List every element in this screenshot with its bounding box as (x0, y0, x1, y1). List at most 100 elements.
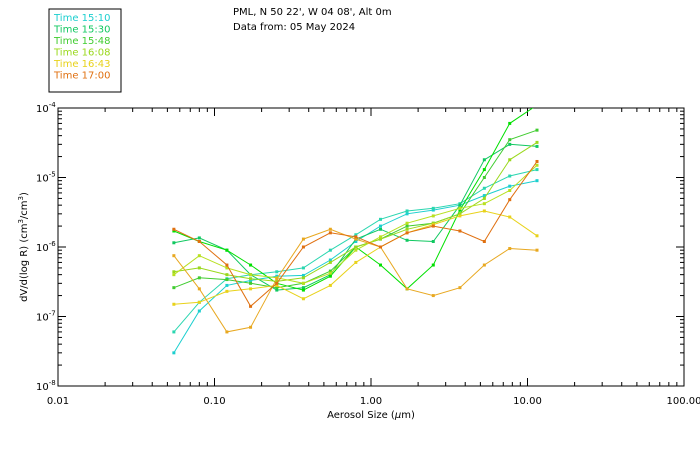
data-point (301, 273, 305, 277)
data-point (249, 287, 253, 291)
data-point (354, 248, 358, 252)
data-point (328, 227, 332, 231)
data-point (482, 194, 486, 198)
data-point (301, 297, 305, 301)
data-point (328, 248, 332, 252)
data-point (225, 289, 229, 293)
data-point (275, 283, 279, 287)
data-point (508, 184, 512, 188)
data-point (301, 276, 305, 280)
y-axis-title: dV/d(log R) (cm3/cm3) (17, 192, 30, 302)
data-point (378, 224, 382, 228)
data-point (197, 287, 201, 291)
data-point (405, 287, 409, 291)
y-axis-title-exp-2: 3 (17, 196, 25, 200)
series-time-17-00 (172, 159, 539, 308)
data-point (301, 286, 305, 290)
data-point (378, 245, 382, 249)
data-point (225, 273, 229, 277)
data-point (249, 273, 253, 277)
data-point (225, 283, 229, 287)
data-point (225, 248, 229, 252)
data-point (172, 227, 176, 231)
data-point (275, 274, 279, 278)
data-point (535, 144, 539, 148)
x-axis-title-mu: μ (394, 410, 401, 421)
data-point (535, 159, 539, 163)
data-point (354, 239, 358, 243)
data-point (249, 281, 253, 285)
x-tick-label: 0.01 (47, 396, 69, 407)
y-axis-title-suffix: ) (19, 192, 30, 196)
data-point (508, 138, 512, 142)
legend-entry: Time 15:30 (53, 25, 110, 36)
data-point (482, 158, 486, 162)
y-tick-label: 10-6 (36, 240, 56, 254)
data-point (328, 274, 332, 278)
data-point (172, 270, 176, 274)
data-point (275, 288, 279, 292)
data-point (482, 202, 486, 206)
data-point (482, 168, 486, 172)
data-point (482, 209, 486, 213)
axis-tick-labels: 0.01 0.10 1.00 10.00 100.0010-810-710-610-51… (36, 101, 700, 407)
data-point (508, 215, 512, 219)
data-point (328, 258, 332, 262)
data-point (458, 212, 462, 216)
data-point (405, 212, 409, 216)
legend-entry: Time 16:43 (53, 59, 110, 70)
y-tick-label-base: 10 (36, 174, 49, 185)
data-point (482, 176, 486, 179)
data-point (172, 302, 176, 306)
x-axis-title: Aerosol Size (μm) (327, 410, 415, 421)
data-point (431, 239, 435, 243)
y-tick-label-exp: -8 (49, 379, 56, 387)
data-point (249, 325, 253, 329)
header-date: Data from: 05 May 2024 (233, 22, 355, 33)
data-point (328, 271, 332, 275)
data-point (197, 239, 201, 243)
data-point (249, 278, 253, 282)
data-point (225, 266, 229, 270)
data-point (405, 221, 409, 225)
y-tick-label-base: 10 (36, 104, 49, 115)
data-point (172, 351, 176, 355)
data-point (378, 263, 382, 267)
y-tick-label: 10-4 (36, 101, 56, 115)
data-point (378, 217, 382, 221)
series-group (172, 108, 539, 355)
y-tick-label-exp: -6 (49, 240, 57, 248)
data-point (328, 269, 332, 273)
data-point (458, 286, 462, 290)
legend-entry: Time 17:00 (53, 71, 110, 82)
data-point (378, 227, 382, 231)
data-point (482, 263, 486, 267)
data-point (405, 209, 409, 213)
data-point (405, 231, 409, 235)
data-point (482, 186, 486, 190)
data-point (405, 227, 409, 231)
data-point (378, 237, 382, 241)
data-point (405, 224, 409, 228)
x-tick-label: 0.10 (203, 396, 225, 407)
y-tick-label-exp: -4 (49, 101, 57, 109)
data-point (431, 208, 435, 212)
data-point (249, 263, 253, 267)
data-point (301, 245, 305, 249)
data-point (535, 168, 539, 172)
data-point (275, 270, 279, 274)
data-point (535, 234, 539, 238)
data-point (354, 245, 358, 249)
data-point (328, 231, 332, 235)
data-point (508, 247, 512, 251)
data-point (172, 330, 176, 334)
legend-frame (48, 8, 122, 93)
data-point (458, 208, 462, 212)
data-point (301, 281, 305, 285)
data-point (354, 237, 358, 241)
data-point (378, 235, 382, 239)
data-point (535, 179, 539, 183)
data-point (508, 189, 512, 193)
x-axis-title-prefix: Aerosol Size ( (327, 410, 395, 421)
